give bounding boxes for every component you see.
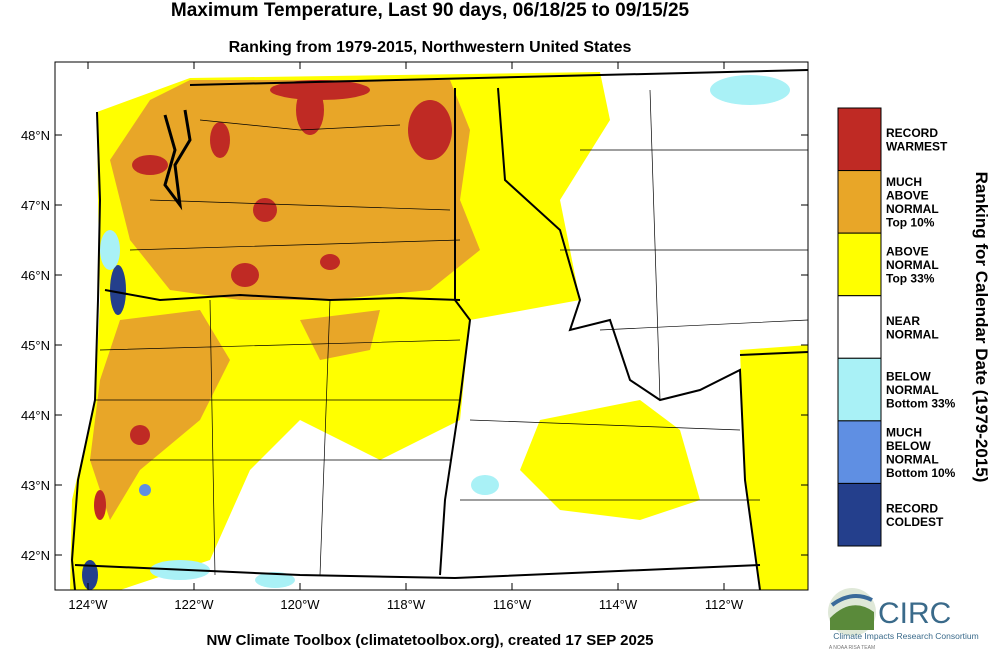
record-warm-patches	[94, 80, 452, 520]
above-normal-area	[520, 400, 700, 520]
legend-label: Top 10%	[886, 216, 935, 230]
subtitle: Ranking from 1979-2015, Northwestern Uni…	[229, 39, 632, 56]
legend-title: Ranking for Calendar Date (1979-2015)	[972, 172, 991, 483]
legend-label: BELOW	[886, 370, 931, 384]
lon-tick-label: 118°W	[387, 597, 426, 612]
legend-label: NORMAL	[886, 202, 939, 216]
legend-label: COLDEST	[886, 515, 944, 529]
lon-tick-label: 122°W	[174, 597, 214, 612]
legend-label: NORMAL	[886, 327, 939, 341]
much-above-area	[110, 80, 480, 300]
lat-tick-label: 46°N	[21, 268, 50, 283]
legend-swatch	[837, 357, 882, 422]
legend-label: NORMAL	[886, 383, 939, 397]
footer: NW Climate Toolbox (climatetoolbox.org),…	[206, 632, 653, 649]
lat-tick-label: 47°N	[21, 198, 50, 213]
legend-label: BELOW	[886, 439, 931, 453]
lat-axis: 48°N 47°N 46°N 45°N 44°N 43°N 42°N	[21, 128, 808, 563]
legend-label: NORMAL	[886, 258, 939, 272]
lon-tick-label: 116°W	[493, 597, 532, 612]
lat-tick-label: 44°N	[21, 408, 50, 423]
lat-tick-label: 43°N	[21, 478, 50, 493]
legend-label: MUCH	[886, 175, 922, 189]
logo-tagline: A NOAA RISA TEAM	[829, 645, 875, 651]
logo-icon	[830, 594, 873, 607]
legend-swatch	[837, 420, 882, 484]
legend-label: Top 33%	[886, 271, 935, 285]
legend-label: NORMAL	[886, 452, 939, 466]
state-borders	[70, 69, 808, 590]
lon-tick-label: 124°W	[68, 597, 108, 612]
county-borders	[90, 89, 808, 576]
lon-tick-label: 120°W	[280, 597, 320, 612]
legend-label: NEAR	[886, 314, 920, 328]
lon-tick-label: 114°W	[599, 597, 638, 612]
logo-icon	[830, 605, 874, 630]
title: Maximum Temperature, Last 90 days, 06/18…	[171, 0, 690, 21]
below-normal-patches	[82, 75, 790, 590]
legend-label: Bottom 33%	[886, 397, 956, 411]
legend-label: RECORD	[886, 501, 938, 515]
legend-label: WARMEST	[886, 140, 948, 154]
lat-tick-label: 45°N	[21, 338, 50, 353]
lon-tick-label: 112°W	[705, 597, 744, 612]
much-above-area	[90, 310, 230, 520]
logo-name: CIRC	[878, 597, 951, 630]
legend-swatch	[837, 170, 882, 234]
above-normal-area	[740, 345, 808, 590]
legend-label: RECORD	[886, 126, 938, 140]
legend-label: Bottom 10%	[886, 466, 956, 480]
much-above-area	[300, 310, 380, 360]
lon-axis: 124°W 122°W 120°W 118°W 116°W 114°W 112°W	[68, 62, 744, 612]
map	[54, 61, 809, 591]
legend-label: MUCH	[886, 425, 922, 439]
map-frame	[54, 61, 809, 591]
lat-tick-label: 42°N	[21, 548, 50, 563]
legend-swatch	[837, 232, 882, 297]
legend-swatch	[837, 482, 882, 547]
legend-swatch	[837, 107, 882, 172]
legend-label: ABOVE	[886, 244, 929, 258]
logo-full-name: Climate Impacts Research Consortium	[833, 631, 979, 641]
lat-tick-label: 48°N	[21, 128, 50, 143]
logo: CIRC Climate Impacts Research Consortium…	[828, 588, 979, 651]
legend-label: ABOVE	[886, 189, 929, 203]
legend-swatch	[837, 295, 882, 359]
